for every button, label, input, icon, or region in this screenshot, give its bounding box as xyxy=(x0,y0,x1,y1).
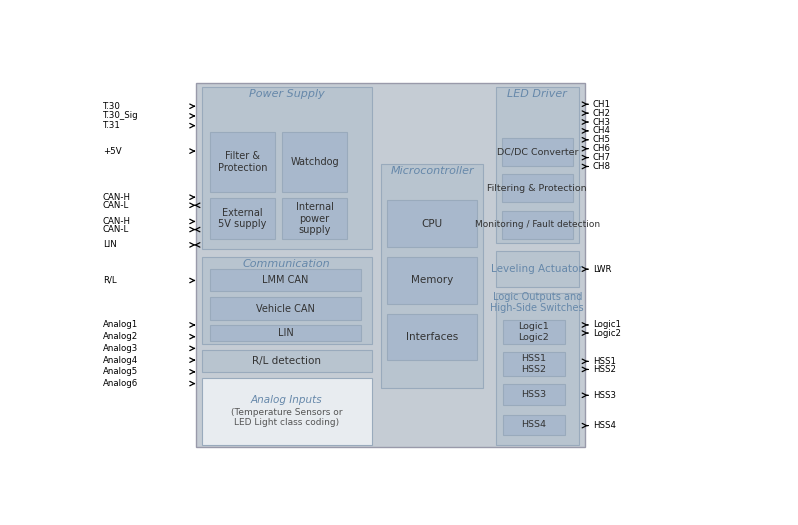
Text: Logic1: Logic1 xyxy=(593,320,621,330)
Text: T.31: T.31 xyxy=(103,121,120,130)
FancyBboxPatch shape xyxy=(387,201,477,247)
Text: Analog6: Analog6 xyxy=(103,379,138,388)
FancyBboxPatch shape xyxy=(387,257,477,303)
Text: T.30_Sig: T.30_Sig xyxy=(103,111,139,120)
Text: External
5V supply: External 5V supply xyxy=(218,208,267,229)
FancyBboxPatch shape xyxy=(196,83,585,447)
Text: DC/DC Converter: DC/DC Converter xyxy=(496,148,578,156)
Text: CH6: CH6 xyxy=(593,144,610,153)
Text: LWR: LWR xyxy=(593,265,611,274)
Text: CH7: CH7 xyxy=(593,153,610,162)
Text: Power Supply: Power Supply xyxy=(249,89,325,99)
FancyBboxPatch shape xyxy=(282,198,347,239)
Text: LMM CAN: LMM CAN xyxy=(263,275,309,285)
FancyBboxPatch shape xyxy=(282,132,347,192)
FancyBboxPatch shape xyxy=(503,415,565,435)
FancyBboxPatch shape xyxy=(502,211,573,239)
Text: CAN-H: CAN-H xyxy=(103,217,131,226)
Text: Monitoring / Fault detection: Monitoring / Fault detection xyxy=(475,220,600,229)
FancyBboxPatch shape xyxy=(210,298,361,320)
Text: Logic2: Logic2 xyxy=(593,329,621,338)
FancyBboxPatch shape xyxy=(381,164,484,388)
FancyBboxPatch shape xyxy=(496,251,579,287)
FancyBboxPatch shape xyxy=(502,138,573,166)
FancyBboxPatch shape xyxy=(210,198,275,239)
Text: +5V: +5V xyxy=(103,146,121,155)
Text: Filter &
Protection: Filter & Protection xyxy=(218,151,267,173)
FancyBboxPatch shape xyxy=(210,132,275,192)
FancyBboxPatch shape xyxy=(202,379,372,445)
Text: CH5: CH5 xyxy=(593,135,610,144)
Text: Internal
power
supply: Internal power supply xyxy=(296,202,334,235)
Text: HSS3: HSS3 xyxy=(521,390,547,399)
Text: CH4: CH4 xyxy=(593,127,610,135)
Text: Leveling Actuator: Leveling Actuator xyxy=(492,264,583,274)
Text: CAN-L: CAN-L xyxy=(103,225,129,234)
Text: Microcontroller: Microcontroller xyxy=(390,166,474,176)
FancyBboxPatch shape xyxy=(387,313,477,360)
FancyBboxPatch shape xyxy=(503,352,565,376)
FancyBboxPatch shape xyxy=(210,324,361,341)
Text: HSS3: HSS3 xyxy=(593,391,615,400)
Text: Logic Outputs and
High-Side Switches: Logic Outputs and High-Side Switches xyxy=(491,291,584,313)
FancyBboxPatch shape xyxy=(503,384,565,405)
Text: Analog1: Analog1 xyxy=(103,320,138,330)
Text: R/L: R/L xyxy=(103,276,117,285)
FancyBboxPatch shape xyxy=(496,293,579,445)
FancyBboxPatch shape xyxy=(502,174,573,203)
Text: T.30: T.30 xyxy=(103,102,120,111)
Text: CH2: CH2 xyxy=(593,109,610,118)
Text: Analog2: Analog2 xyxy=(103,332,138,341)
Text: Memory: Memory xyxy=(411,275,453,285)
Text: LIN: LIN xyxy=(278,328,294,338)
Text: HSS1
HSS2: HSS1 HSS2 xyxy=(521,354,547,374)
Text: HSS4: HSS4 xyxy=(593,421,615,430)
Text: Analog5: Analog5 xyxy=(103,368,138,376)
Text: CH3: CH3 xyxy=(593,118,610,127)
Text: CH8: CH8 xyxy=(593,162,610,171)
FancyBboxPatch shape xyxy=(202,350,372,372)
Text: HSS4: HSS4 xyxy=(521,421,547,429)
Text: HSS2: HSS2 xyxy=(593,365,615,374)
Text: Analog Inputs: Analog Inputs xyxy=(251,395,322,405)
Text: CAN-L: CAN-L xyxy=(103,201,129,210)
Text: CH1: CH1 xyxy=(593,100,610,109)
Text: Communication: Communication xyxy=(243,259,330,269)
FancyBboxPatch shape xyxy=(202,87,372,249)
Text: CAN-H: CAN-H xyxy=(103,193,131,202)
Text: Vehicle CAN: Vehicle CAN xyxy=(256,303,315,313)
FancyBboxPatch shape xyxy=(210,269,361,291)
FancyBboxPatch shape xyxy=(503,320,565,344)
Text: Watchdog: Watchdog xyxy=(290,157,339,167)
Text: LIN: LIN xyxy=(103,240,117,249)
Text: R/L detection: R/L detection xyxy=(252,356,322,366)
Text: Analog3: Analog3 xyxy=(103,344,138,353)
FancyBboxPatch shape xyxy=(202,257,372,344)
FancyBboxPatch shape xyxy=(496,87,579,243)
Text: Analog4: Analog4 xyxy=(103,355,138,365)
Text: HSS1: HSS1 xyxy=(593,357,615,366)
Text: Filtering & Protection: Filtering & Protection xyxy=(488,184,587,193)
Text: CPU: CPU xyxy=(421,219,443,229)
Text: Interfaces: Interfaces xyxy=(406,332,458,342)
Text: LED Driver: LED Driver xyxy=(508,89,567,99)
Text: Logic1
Logic2: Logic1 Logic2 xyxy=(519,322,549,342)
Text: (Temperature Sensors or
LED Light class coding): (Temperature Sensors or LED Light class … xyxy=(231,408,342,427)
